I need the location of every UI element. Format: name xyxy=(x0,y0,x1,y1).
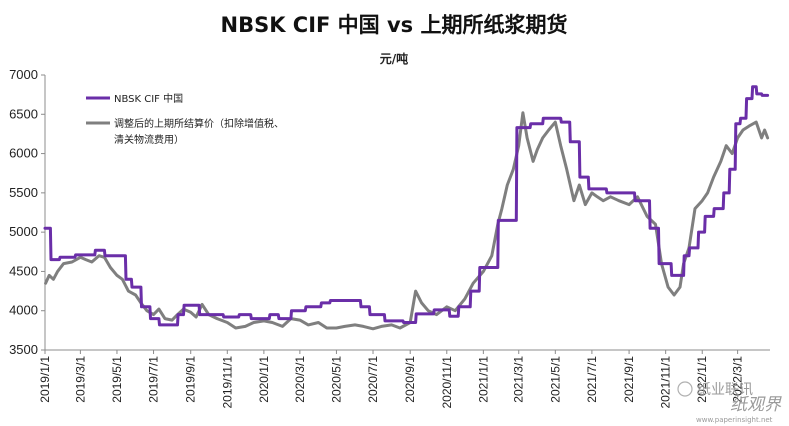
x-tick-label: 2022/3/1 xyxy=(731,356,745,403)
legend-label-nbsk: NBSK CIF 中国 xyxy=(114,92,183,105)
y-tick-label: 5000 xyxy=(9,224,38,239)
x-tick-label: 2021/11/1 xyxy=(659,356,673,409)
x-tick-label: 2019/1/1 xyxy=(38,356,52,403)
watermark-url: www.paperinsight.net xyxy=(696,416,773,424)
x-tick-label: 2021/7/1 xyxy=(585,356,599,403)
watermark: 纸业联讯 纸观界 www.paperinsight.net xyxy=(677,381,782,424)
y-tick-label: 5500 xyxy=(9,185,38,200)
wechat-icon xyxy=(677,381,693,397)
watermark-source: 纸业联讯 xyxy=(697,382,753,398)
x-tick-label: 2021/3/1 xyxy=(512,356,526,403)
x-tick-label: 2020/3/1 xyxy=(293,356,307,403)
series-lines xyxy=(43,85,770,331)
watermark-brand: 纸观界 xyxy=(730,395,782,415)
y-tick-label: 7000 xyxy=(9,67,38,82)
x-tick-label: 2021/5/1 xyxy=(548,356,562,403)
x-tick-label: 2021/9/1 xyxy=(622,356,636,403)
y-axis: 3500 4000 4500 5000 5500 6000 6500 7000 xyxy=(9,67,46,357)
x-tick-label: 2020/7/1 xyxy=(366,356,380,403)
chart-title: NBSK CIF 中国 vs 上期所纸浆期货 xyxy=(221,13,568,37)
y-tick-label: 4000 xyxy=(9,303,38,318)
legend-label-shfe-line1: 调整后的上期所结算价（扣除增值税、 xyxy=(114,117,284,130)
y-tick-label: 3500 xyxy=(9,342,38,357)
x-axis: 2019/1/1 2019/3/1 2019/5/1 2019/7/1 2019/9/1… xyxy=(38,349,770,409)
x-tick-label: 2020/9/1 xyxy=(403,356,417,403)
x-tick-label: 2020/5/1 xyxy=(329,356,343,403)
x-tick-label: 2022/1/1 xyxy=(695,356,709,403)
x-tick-label: 2019/9/1 xyxy=(184,356,198,403)
x-tick-label: 2021/1/1 xyxy=(476,356,490,403)
x-tick-label: 2020/1/1 xyxy=(257,356,271,403)
unit-label: 元/吨 xyxy=(380,51,408,66)
series-line-nbsk-cif-china xyxy=(43,85,770,327)
y-tick-label: 6000 xyxy=(9,146,38,161)
x-tick-label: 2019/7/1 xyxy=(147,356,161,403)
x-tick-label: 2020/11/1 xyxy=(440,356,454,409)
x-tick-label: 2019/11/1 xyxy=(220,356,234,409)
y-tick-label: 6500 xyxy=(9,106,38,121)
legend-label-shfe-line2: 清关物流费用） xyxy=(114,133,184,146)
legend: NBSK CIF 中国 调整后的上期所结算价（扣除增值税、 清关物流费用） xyxy=(86,92,284,146)
y-tick-label: 4500 xyxy=(9,263,38,278)
x-tick-label: 2019/3/1 xyxy=(73,356,87,403)
x-tick-label: 2019/5/1 xyxy=(110,356,124,403)
